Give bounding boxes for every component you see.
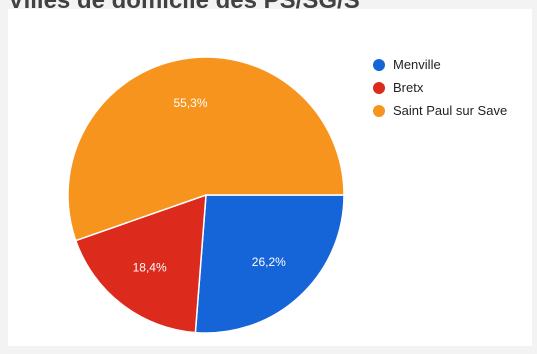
- slice-value-label: 18,4%: [133, 260, 167, 274]
- legend: Menville Bretx Saint Paul sur Save: [373, 53, 537, 122]
- legend-marker: [373, 104, 385, 117]
- legend-item: Menville: [373, 53, 537, 76]
- pie-slice-menville: [194, 194, 345, 334]
- slice-value-label: 26,2%: [252, 255, 286, 269]
- chart-card: 26,2% 18,4% 55,3% Menville Bretx Saint Paul …: [8, 9, 532, 346]
- legend-marker: [373, 58, 385, 71]
- legend-marker: [373, 81, 385, 94]
- pie-slice-saint-paul-sur-save: [67, 56, 345, 242]
- slice-value-label: 55,3%: [174, 96, 208, 110]
- legend-label: Saint Paul sur Save: [393, 103, 508, 118]
- legend-item: Saint Paul sur Save: [373, 99, 537, 122]
- legend-label: Menville: [393, 57, 441, 72]
- legend-label: Bretx: [393, 80, 424, 95]
- pie-chart: 26,2% 18,4% 55,3%: [67, 56, 345, 334]
- legend-item: Bretx: [373, 76, 537, 99]
